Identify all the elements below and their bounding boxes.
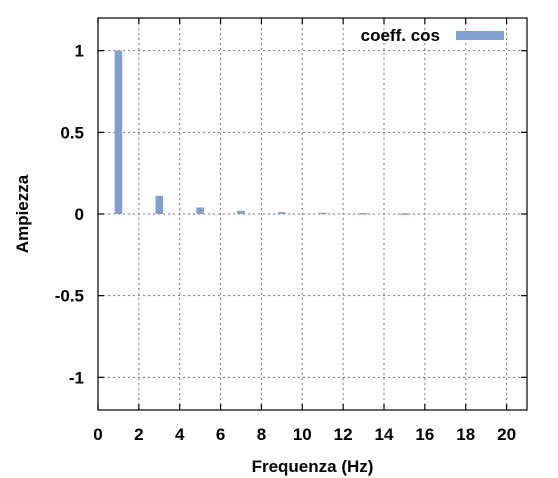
legend: coeff. cos xyxy=(361,26,504,45)
bar xyxy=(237,211,245,214)
x-tick-label: 2 xyxy=(134,425,143,444)
x-tick-label: 0 xyxy=(93,425,102,444)
y-tick-label: -1 xyxy=(69,368,84,387)
x-tick-label: 12 xyxy=(334,425,353,444)
y-tick-labels: -1 -0.5 0 0.5 1 xyxy=(55,42,84,388)
x-axis-title: Frequenza (Hz) xyxy=(252,457,374,476)
legend-label: coeff. cos xyxy=(361,26,440,45)
x-tick-label: 4 xyxy=(175,425,185,444)
bar xyxy=(360,213,368,215)
bar xyxy=(319,213,327,215)
x-tick-label: 18 xyxy=(456,425,475,444)
bar xyxy=(156,196,164,214)
x-tick-label: 16 xyxy=(415,425,434,444)
y-tick-label: -0.5 xyxy=(55,287,84,306)
x-tick-label: 14 xyxy=(375,425,394,444)
y-axis-title: Ampiezza xyxy=(13,174,32,253)
x-tick-label: 6 xyxy=(216,425,225,444)
bar xyxy=(278,212,286,214)
x-tick-label: 8 xyxy=(257,425,266,444)
x-tick-label: 10 xyxy=(293,425,312,444)
bar xyxy=(401,213,409,215)
y-tick-label: 0 xyxy=(75,205,84,224)
x-tick-labels: 0 2 4 6 8 10 12 14 16 18 20 xyxy=(93,425,516,444)
y-tick-label: 1 xyxy=(75,42,84,61)
bar xyxy=(115,51,123,214)
bar xyxy=(196,207,204,214)
x-tick-label: 20 xyxy=(497,425,516,444)
y-tick-label: 0.5 xyxy=(60,123,84,142)
legend-swatch xyxy=(456,31,504,40)
